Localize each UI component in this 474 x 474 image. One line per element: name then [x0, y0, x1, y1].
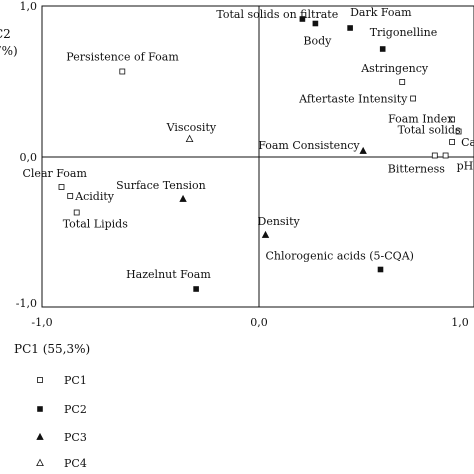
x-axis-title: PC1 (55,3%)	[14, 342, 90, 356]
legend-pc4-marker	[36, 458, 44, 467]
point-astringency-marker	[399, 79, 406, 85]
point-acidity-marker	[67, 193, 74, 199]
point-persistence-of-foam-label: Persistence of Foam	[66, 51, 179, 64]
legend-pc2-label: PC2	[64, 403, 87, 416]
point-bitterness-marker	[431, 152, 438, 159]
point-total-lipids-label: Total Lipids	[63, 218, 129, 231]
legend-pc1-label: PC1	[64, 374, 87, 387]
point-clear-foam-marker	[58, 184, 65, 190]
point-clear-foam-label: Clear Foam	[23, 167, 88, 180]
point-surface-tension-marker	[179, 194, 187, 202]
y-tick-label-mid: 0,0	[20, 151, 38, 164]
point-trigonelline-label: Trigonelline	[370, 26, 438, 39]
x-tick-label-right: 1,0	[451, 316, 469, 329]
point-density-label: Density	[258, 215, 301, 228]
x-tick-label-mid: 0,0	[250, 316, 268, 329]
point-bitterness-label: Bitterness	[388, 163, 445, 176]
point-total-solids-label: Total solids	[398, 124, 461, 137]
y-axis-ticks: 1,0 0,0 -1,0	[16, 0, 37, 310]
point-density-marker	[261, 230, 270, 238]
point-total-lipids-marker	[73, 209, 80, 216]
point-chlorogenic-acids-5-cqa-marker	[377, 266, 384, 273]
point-astringency-label: Astringency	[360, 62, 429, 75]
point-foam-index-label: Foam Index	[388, 113, 454, 126]
point-caf-label: Caf	[461, 136, 474, 149]
point-viscosity-label: Viscosity	[166, 121, 217, 134]
data-labels: Total solids on filtrate Body Dark Foam Tri…	[23, 6, 474, 281]
point-hazelnut-foam-label: Hazelnut Foam	[126, 268, 211, 281]
point-surface-tension-label: Surface Tension	[116, 179, 206, 192]
point-foam-consistency-marker	[359, 146, 367, 154]
point-ph-label: pH	[457, 160, 474, 173]
y-tick-label-bottom: -1,0	[16, 297, 37, 310]
y-axis-title-partial: 7%)	[0, 44, 18, 58]
point-total-solids-marker	[455, 128, 462, 135]
point-viscosity-marker	[185, 134, 194, 143]
point-total-solids-on-filtrate-label: Total solids on filtrate	[216, 8, 338, 21]
legend-pc3-label: PC3	[64, 431, 87, 444]
point-dark-foam-label: Dark Foam	[350, 6, 412, 19]
legend-pc2-marker	[37, 406, 43, 412]
point-persistence-of-foam-marker	[119, 68, 126, 75]
x-axis-ticks: -1,0 0,0 1,0	[31, 316, 468, 329]
point-aftertaste-intensity-marker	[410, 95, 417, 102]
point-caf-marker	[449, 139, 456, 145]
y-tick-label-top: 1,0	[20, 0, 38, 13]
x-tick-label-left: -1,0	[31, 316, 52, 329]
point-aftertaste-intensity-label: Aftertaste Intensity	[298, 93, 408, 106]
point-body-marker	[312, 20, 319, 27]
point-total-solids-on-filtrate-marker	[299, 16, 306, 22]
point-foam-consistency-label: Foam Consistency	[258, 139, 360, 152]
legend-pc4-label: PC4	[64, 457, 87, 470]
legend: PC1 PC2 PC3 PC4	[36, 374, 87, 470]
legend-pc1-marker	[37, 377, 43, 383]
y-axis-title: C2	[0, 27, 11, 41]
point-chlorogenic-acids-5-cqa-label: Chlorogenic acids (5-CQA)	[266, 250, 414, 263]
data-points	[58, 16, 462, 292]
point-ph-marker	[442, 152, 449, 159]
point-foam-index-marker	[449, 116, 456, 123]
point-dark-foam-marker	[347, 25, 353, 31]
legend-pc3-marker	[36, 432, 44, 440]
point-acidity-label: Acidity	[74, 190, 115, 203]
point-body-label: Body	[303, 35, 332, 48]
point-trigonelline-marker	[379, 46, 386, 52]
point-hazelnut-foam-marker	[193, 286, 199, 292]
